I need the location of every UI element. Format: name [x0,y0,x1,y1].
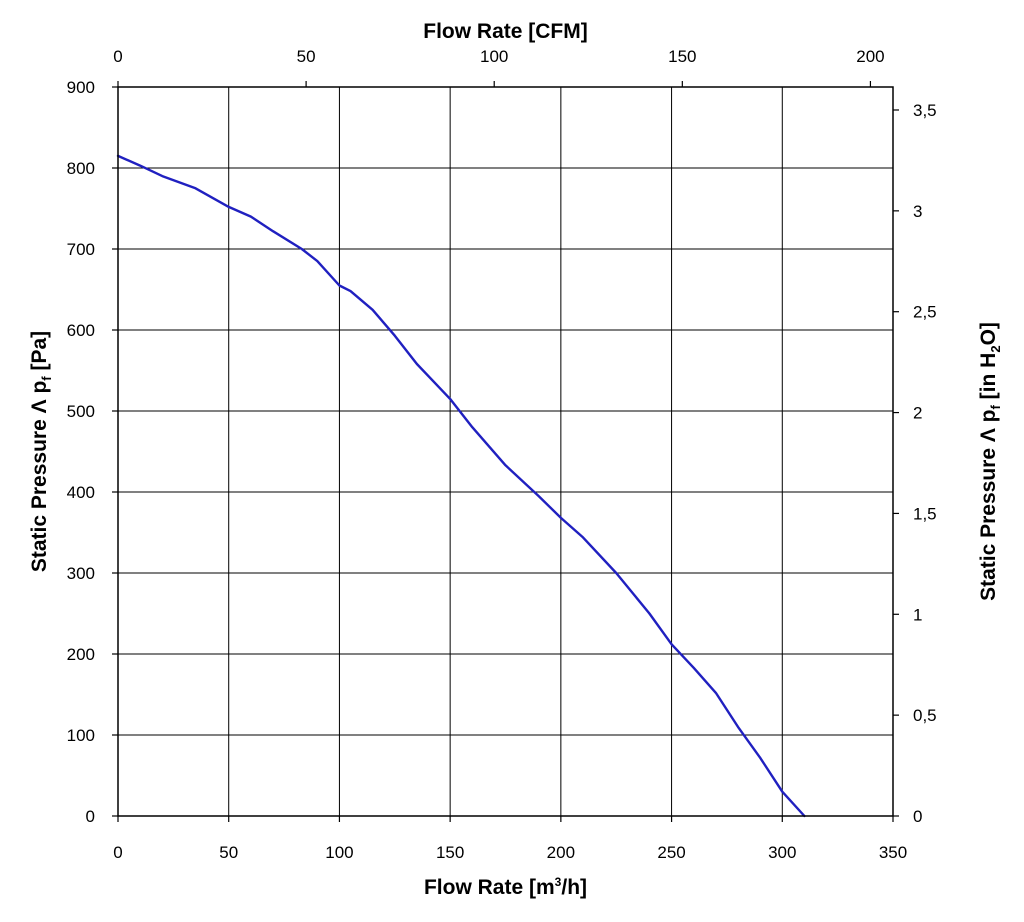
y-right-tick-label: 3,5 [913,101,937,120]
x-tick-label: 0 [113,843,122,862]
y-tick-label: 500 [67,402,95,421]
x-tick-label: 50 [219,843,238,862]
y-right-tick-label: 1 [913,605,922,624]
x-tick-label: 350 [879,843,907,862]
series-line [116,154,806,818]
y-right-tick-label: 3 [913,202,922,221]
series-layer [116,154,806,818]
y-right-tick-label: 0 [913,807,922,826]
y-right-tick-label: 0,5 [913,706,937,725]
tick-marks [112,81,899,822]
y-tick-label: 200 [67,645,95,664]
x-tick-label: 200 [547,843,575,862]
y-tick-label: 900 [67,78,95,97]
x-top-tick-label: 0 [113,47,122,66]
y-right-axis-title: Static Pressure Λ pf [in H2O] [977,322,1003,601]
x-axis-title: Flow Rate [m3/h] [424,875,587,899]
y-tick-label: 100 [67,726,95,745]
x-top-tick-label: 200 [856,47,884,66]
x-tick-label: 100 [325,843,353,862]
y-tick-label: 400 [67,483,95,502]
x-top-tick-label: 100 [480,47,508,66]
y-tick-label: 800 [67,159,95,178]
y-right-tick-label: 1,5 [913,504,937,523]
x-top-tick-label: 150 [668,47,696,66]
y-tick-label: 0 [86,807,95,826]
y-right-tick-label: 2 [913,404,922,423]
x-top-axis-title: Flow Rate [CFM] [423,20,587,43]
x-tick-label: 300 [768,843,796,862]
y-tick-label: 600 [67,321,95,340]
plot-frame [117,86,894,817]
y-right-tick-label: 2,5 [913,303,937,322]
x-top-tick-label: 50 [297,47,316,66]
y-axis-title: Static Pressure Λ pf [Pa] [28,331,54,572]
y-tick-label: 300 [67,564,95,583]
x-tick-label: 250 [657,843,685,862]
x-tick-label: 150 [436,843,464,862]
y-tick-label: 700 [67,240,95,259]
grid [118,87,893,816]
